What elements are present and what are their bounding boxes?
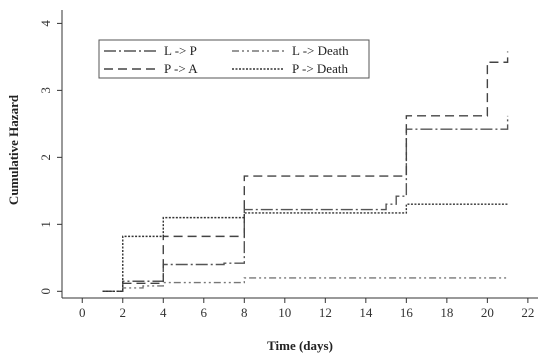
series-line-4 bbox=[102, 203, 508, 293]
y-tick-label: 3 bbox=[38, 87, 53, 94]
legend-label-4: P -> Death bbox=[292, 61, 348, 76]
x-tick-label: 16 bbox=[400, 305, 414, 320]
y-axis-label: Cumulative Hazard bbox=[6, 94, 21, 205]
x-tick-label: 22 bbox=[521, 305, 534, 320]
legend-label-2: L -> Death bbox=[292, 43, 349, 58]
y-tick-label: 1 bbox=[38, 221, 53, 228]
legend-label-3: P -> A bbox=[164, 61, 198, 76]
legend-box bbox=[98, 39, 370, 79]
y-tick-label: 2 bbox=[38, 154, 53, 161]
x-tick-label: 4 bbox=[160, 305, 167, 320]
legend-label-1: L -> P bbox=[164, 43, 197, 58]
x-tick-label: 2 bbox=[120, 305, 127, 320]
x-tick-label: 0 bbox=[79, 305, 86, 320]
x-tick-label: 14 bbox=[359, 305, 373, 320]
y-tick-label: 0 bbox=[38, 288, 53, 295]
x-tick-label: 6 bbox=[201, 305, 208, 320]
x-axis-label: Time (days) bbox=[267, 338, 333, 353]
x-tick-label: 8 bbox=[241, 305, 248, 320]
x-tick-label: 10 bbox=[278, 305, 291, 320]
legend: L -> P L -> Death P -> A P -> Death bbox=[98, 39, 370, 79]
x-tick-label: 20 bbox=[481, 305, 494, 320]
x-tick-label: 18 bbox=[440, 305, 453, 320]
series-group bbox=[102, 51, 509, 293]
y-tick-label: 4 bbox=[38, 20, 53, 27]
series-line-3 bbox=[102, 51, 509, 293]
x-tick-label: 12 bbox=[319, 305, 332, 320]
